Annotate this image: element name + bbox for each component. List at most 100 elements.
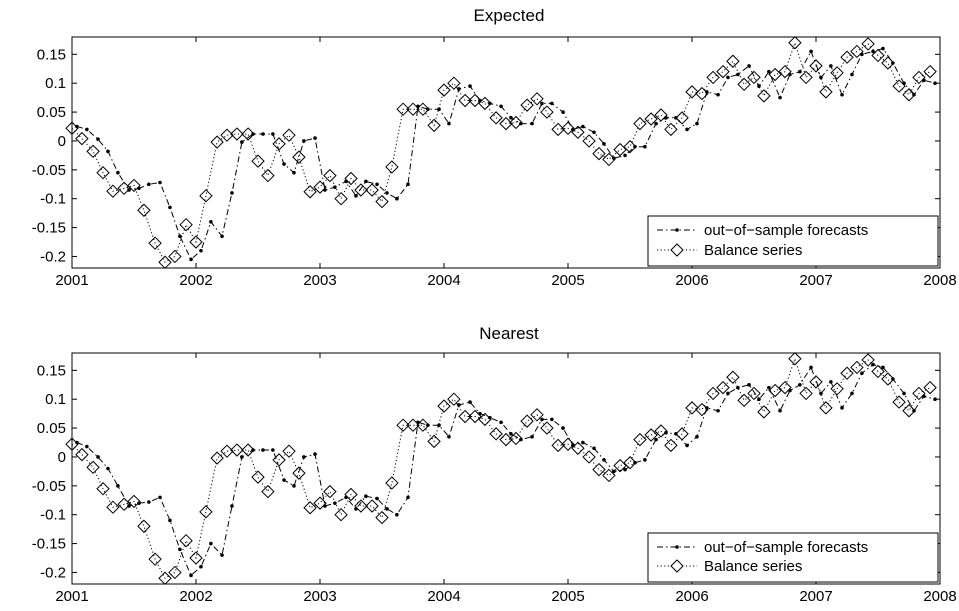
data-point-forecast xyxy=(282,162,286,166)
data-point-balance xyxy=(840,50,854,64)
data-point-balance xyxy=(737,393,751,408)
data-point-balance xyxy=(334,507,348,522)
data-point-forecast xyxy=(581,440,585,445)
data-point-forecast xyxy=(499,104,503,109)
data-point-forecast xyxy=(829,64,833,68)
data-point-forecast xyxy=(447,434,451,439)
data-point-balance xyxy=(447,76,461,90)
series-line-forecasts xyxy=(76,48,936,261)
data-point-balance xyxy=(613,142,627,157)
data-point-forecast xyxy=(271,132,275,136)
data-point-forecast xyxy=(333,501,337,505)
data-point-forecast xyxy=(375,496,379,501)
x-tick-label: 2006 xyxy=(675,272,708,289)
data-point-forecast xyxy=(809,49,813,54)
data-point-balance xyxy=(385,476,399,490)
series-line-balance xyxy=(71,357,931,579)
legend-marker-balance xyxy=(670,559,684,573)
data-point-forecast xyxy=(840,92,844,97)
data-point-balance xyxy=(499,116,513,131)
x-tick-label: 2007 xyxy=(799,272,832,289)
data-point-forecast xyxy=(933,397,937,402)
data-point-balance xyxy=(747,386,761,401)
data-point-forecast xyxy=(199,564,203,569)
data-point-forecast xyxy=(116,484,120,488)
data-point-forecast xyxy=(654,437,658,442)
data-point-balance xyxy=(137,519,151,533)
data-point-balance xyxy=(437,83,451,97)
x-tick-label: 2001 xyxy=(55,588,88,605)
data-point-balance xyxy=(871,364,885,379)
data-point-balance xyxy=(726,370,740,384)
data-point-balance xyxy=(344,487,358,502)
data-point-balance xyxy=(334,191,348,206)
data-point-balance xyxy=(396,418,410,432)
data-point-balance xyxy=(416,418,430,432)
data-point-balance xyxy=(623,456,637,470)
data-point-forecast xyxy=(313,452,317,456)
data-point-balance xyxy=(778,380,792,395)
data-point-balance xyxy=(644,112,658,126)
data-point-balance xyxy=(489,427,503,441)
data-point-forecast xyxy=(716,408,720,413)
data-point-forecast xyxy=(850,72,854,77)
data-point-balance xyxy=(272,137,286,151)
data-point-forecast xyxy=(354,194,358,198)
data-point-forecast xyxy=(633,460,637,465)
data-point-balance xyxy=(902,404,916,418)
data-point-forecast xyxy=(209,541,213,546)
data-point-balance xyxy=(292,466,306,480)
y-tick-label: -0.15 xyxy=(32,220,66,237)
data-point-balance xyxy=(706,70,720,85)
x-tick-label: 2005 xyxy=(551,272,584,289)
data-point-forecast xyxy=(602,458,606,462)
data-point-balance xyxy=(396,102,410,116)
data-point-balance xyxy=(685,85,699,99)
legend: out−of−sample forecasts Balance series xyxy=(647,215,939,267)
data-point-balance xyxy=(540,421,554,435)
data-point-forecast xyxy=(96,455,100,459)
data-point-balance xyxy=(623,140,637,154)
data-point-balance xyxy=(850,44,864,59)
data-point-balance xyxy=(468,409,482,424)
data-point-forecast xyxy=(178,234,182,239)
data-point-balance xyxy=(768,383,782,398)
legend-label-forecasts: out−of−sample forecasts xyxy=(704,539,868,556)
x-tick-label: 2004 xyxy=(427,272,460,289)
data-point-balance xyxy=(117,497,131,512)
data-point-balance xyxy=(282,444,296,458)
data-point-forecast xyxy=(220,553,224,557)
chart-panel-expected: Expected -0.2-0.15-0.1-0.0500.050.10.15 … xyxy=(32,6,957,289)
data-point-forecast xyxy=(447,121,451,126)
data-point-balance xyxy=(65,437,79,451)
data-point-forecast xyxy=(891,61,895,65)
x-tick-label: 2005 xyxy=(551,588,584,605)
data-point-balance xyxy=(788,352,802,366)
y-tick-label: -0.05 xyxy=(32,478,66,495)
data-point-balance xyxy=(292,150,306,164)
data-point-balance xyxy=(220,128,234,142)
data-point-balance xyxy=(158,255,172,269)
data-point-balance xyxy=(375,510,389,525)
data-point-forecast xyxy=(623,153,627,158)
data-point-balance xyxy=(716,380,730,395)
x-tick-label: 2004 xyxy=(427,588,460,605)
data-point-balance xyxy=(199,189,213,203)
data-point-forecast xyxy=(530,121,534,126)
data-point-balance xyxy=(365,183,379,197)
data-point-forecast xyxy=(468,400,472,404)
data-point-forecast xyxy=(685,127,689,132)
data-point-balance xyxy=(168,565,182,580)
data-point-forecast xyxy=(757,84,761,88)
y-tick-label: -0.1 xyxy=(40,507,66,524)
x-tick-label: 2003 xyxy=(303,588,336,605)
data-point-forecast xyxy=(240,140,244,144)
data-point-balance xyxy=(561,121,575,135)
data-point-forecast xyxy=(168,205,172,210)
data-point-forecast xyxy=(912,408,916,413)
data-point-balance xyxy=(602,468,616,483)
data-point-forecast xyxy=(488,101,492,106)
legend-label-balance: Balance series xyxy=(704,242,802,259)
data-point-forecast xyxy=(643,144,647,149)
